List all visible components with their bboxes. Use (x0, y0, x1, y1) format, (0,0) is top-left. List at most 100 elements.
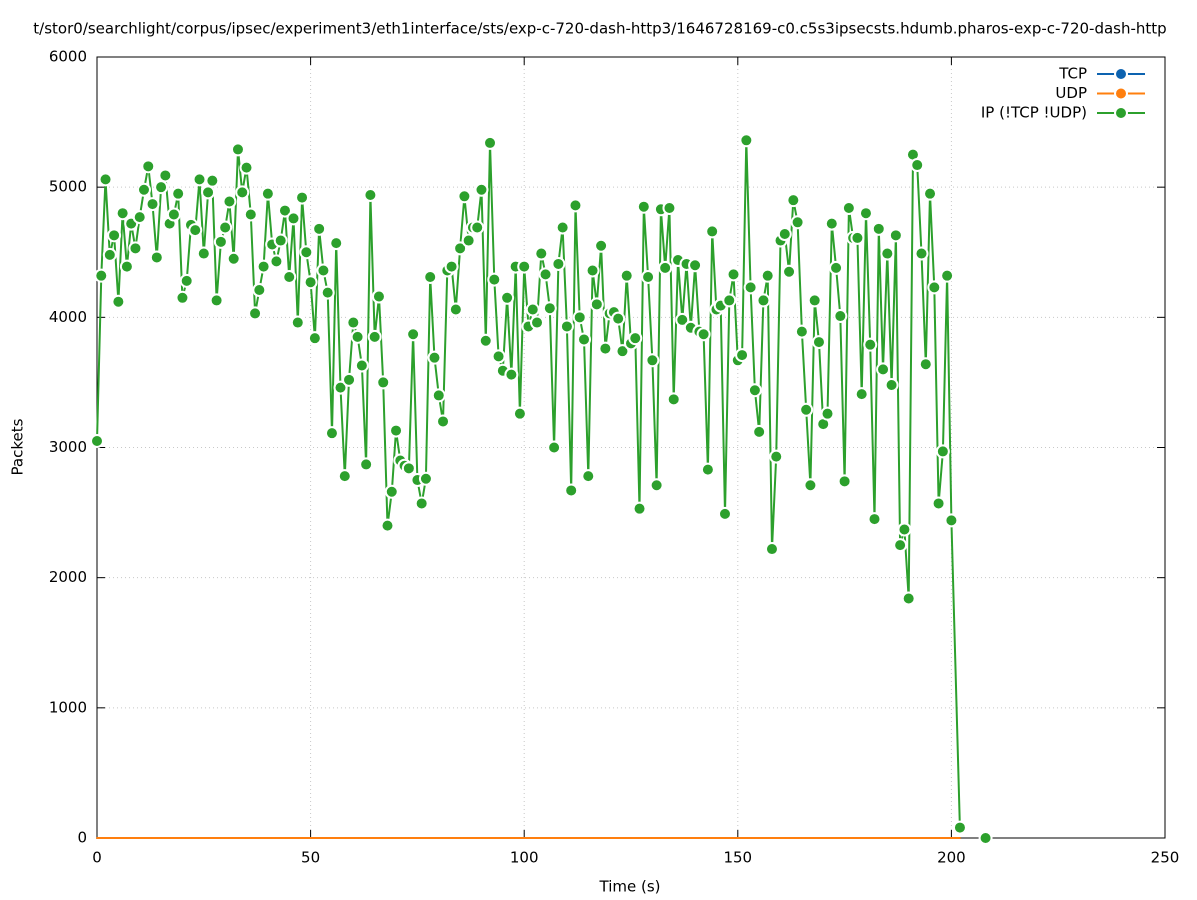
point (115, 206, 130, 221)
point (577, 332, 592, 347)
point (303, 275, 318, 290)
point (359, 457, 374, 472)
point (384, 484, 399, 499)
y-tick-label: 6000 (49, 48, 87, 66)
point (102, 247, 117, 262)
point (594, 238, 609, 253)
point (559, 319, 574, 334)
point (175, 290, 190, 305)
point (871, 221, 886, 236)
point (649, 478, 664, 493)
point (931, 496, 946, 511)
point (367, 329, 382, 344)
point (764, 542, 779, 557)
point (282, 269, 297, 284)
point (777, 227, 792, 242)
point (474, 182, 489, 197)
point (218, 220, 233, 235)
point (504, 367, 519, 382)
point (222, 194, 237, 209)
point (380, 518, 395, 533)
x-tick-label: 50 (301, 849, 320, 867)
point (213, 234, 228, 249)
point (483, 135, 498, 150)
point (880, 246, 895, 261)
point (739, 133, 754, 148)
y-tick-label: 5000 (49, 178, 87, 196)
point (525, 302, 540, 317)
point (564, 483, 579, 498)
point (927, 280, 942, 295)
point (940, 268, 955, 283)
point (658, 260, 673, 275)
point (611, 311, 626, 326)
point (803, 478, 818, 493)
point (807, 293, 822, 308)
point (376, 375, 391, 390)
point (252, 282, 267, 297)
point (876, 362, 891, 377)
point (448, 302, 463, 317)
point (632, 501, 647, 516)
legend-marker (1114, 106, 1128, 120)
point (418, 471, 433, 486)
x-tick-label: 100 (510, 849, 539, 867)
point (333, 380, 348, 395)
point (414, 496, 429, 511)
point (346, 315, 361, 330)
point (470, 220, 485, 235)
chart-title: t/stor0/searchlight/corpus/ipsec/experim… (33, 20, 1166, 38)
point (918, 357, 933, 372)
point (423, 269, 438, 284)
point (401, 461, 416, 476)
point (688, 258, 703, 273)
point (888, 228, 903, 243)
point (389, 423, 404, 438)
point (675, 312, 690, 327)
point (98, 172, 113, 187)
point (436, 414, 451, 429)
point (371, 289, 386, 304)
point (171, 186, 186, 201)
point (350, 329, 365, 344)
y-tick-label: 2000 (49, 568, 87, 586)
point (897, 522, 912, 537)
point (427, 350, 442, 365)
point (820, 406, 835, 421)
point (431, 388, 446, 403)
point (295, 190, 310, 205)
point (935, 444, 950, 459)
x-tick-label: 200 (937, 849, 966, 867)
point (111, 294, 126, 309)
point (512, 406, 527, 421)
point (290, 315, 305, 330)
point (205, 173, 220, 188)
point (833, 309, 848, 324)
point (444, 259, 459, 274)
point (790, 215, 805, 230)
point (910, 158, 925, 173)
point (824, 216, 839, 231)
point (760, 268, 775, 283)
point (952, 820, 967, 835)
point (551, 256, 566, 271)
point (747, 383, 762, 398)
point (641, 269, 656, 284)
point (794, 324, 809, 339)
point (196, 246, 211, 261)
point (491, 349, 506, 364)
point (158, 168, 173, 183)
point (636, 199, 651, 214)
point (581, 469, 596, 484)
point (841, 200, 856, 215)
point (615, 344, 630, 359)
point (354, 358, 369, 373)
legend-label: UDP (1055, 84, 1087, 102)
point (94, 268, 109, 283)
legend-marker (1114, 67, 1128, 81)
point (149, 250, 164, 265)
point (342, 372, 357, 387)
point (769, 449, 784, 464)
point (752, 424, 767, 439)
point (500, 290, 515, 305)
